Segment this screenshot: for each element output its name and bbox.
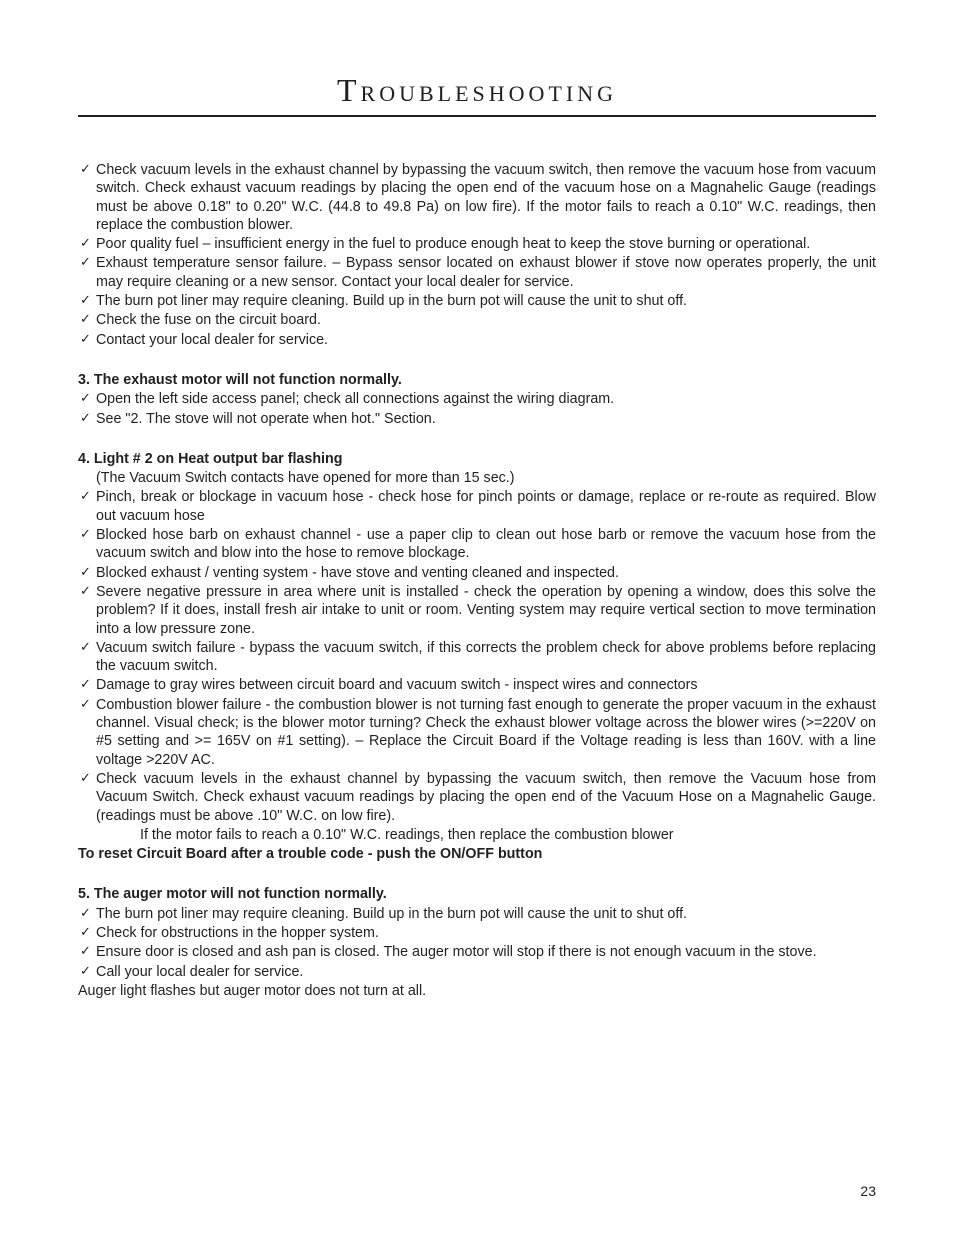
reset-instruction: To reset Circuit Board after a trouble c… — [78, 845, 876, 863]
page-number: 23 — [860, 1183, 876, 1199]
check-item: Poor quality fuel – insufficient energy … — [78, 235, 876, 253]
check-item: Check vacuum levels in the exhaust chann… — [78, 161, 876, 234]
check-item: Check the fuse on the circuit board. — [78, 311, 876, 329]
check-item: Open the left side access panel; check a… — [78, 390, 876, 408]
check-item: Blocked exhaust / venting system - have … — [78, 564, 876, 582]
section-heading: 3. The exhaust motor will not function n… — [78, 371, 876, 389]
check-item: Ensure door is closed and ash pan is clo… — [78, 943, 876, 961]
check-item: Check vacuum levels in the exhaust chann… — [78, 770, 876, 825]
check-item: Pinch, break or blockage in vacuum hose … — [78, 488, 876, 525]
document-page: Troubleshooting Check vacuum levels in t… — [0, 0, 954, 1235]
section-heading: 4. Light # 2 on Heat output bar flashing — [78, 450, 876, 468]
trailing-note: If the motor fails to reach a 0.10" W.C.… — [78, 826, 876, 844]
check-item: Call your local dealer for service. — [78, 963, 876, 981]
check-item: The burn pot liner may require cleaning.… — [78, 905, 876, 923]
body-content: Check vacuum levels in the exhaust chann… — [78, 161, 876, 1000]
check-item: Check for obstructions in the hopper sys… — [78, 924, 876, 942]
check-item: Exhaust temperature sensor failure. – By… — [78, 254, 876, 291]
check-item: Combustion blower failure - the combusti… — [78, 696, 876, 769]
section-heading: 5. The auger motor will not function nor… — [78, 885, 876, 903]
check-item: Contact your local dealer for service. — [78, 331, 876, 349]
page-title: Troubleshooting — [337, 72, 617, 108]
check-item: Severe negative pressure in area where u… — [78, 583, 876, 638]
section-subhead: (The Vacuum Switch contacts have opened … — [78, 469, 876, 487]
trailing-note: Auger light flashes but auger motor does… — [78, 982, 876, 1000]
check-item: Blocked hose barb on exhaust channel - u… — [78, 526, 876, 563]
title-block: Troubleshooting — [78, 72, 876, 117]
check-item: Damage to gray wires between circuit boa… — [78, 676, 876, 694]
check-item: Vacuum switch failure - bypass the vacuu… — [78, 639, 876, 676]
check-item: See "2. The stove will not operate when … — [78, 410, 876, 428]
check-item: The burn pot liner may require cleaning.… — [78, 292, 876, 310]
